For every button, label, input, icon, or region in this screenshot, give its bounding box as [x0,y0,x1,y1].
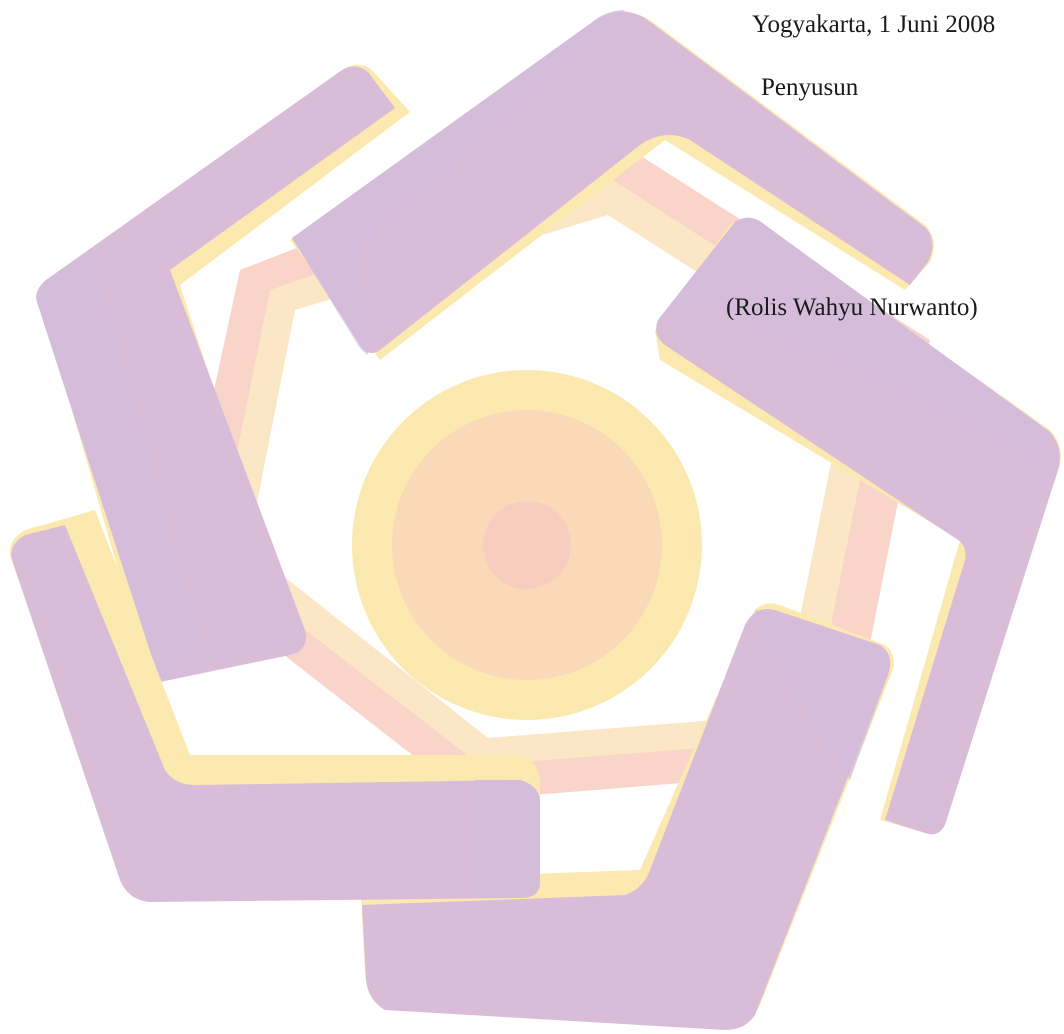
arm-top [290,10,934,360]
signature-name: (Rolis Wahyu Nurwanto) [726,294,978,321]
arm-bottom-left [9,510,540,902]
arm-top-left [36,64,410,682]
signature-role: Penyusun [761,74,859,101]
arm-right [655,217,1061,835]
center-circle [352,370,702,720]
signature-place-date: Yogyakarta, 1 Juni 2008 [752,11,996,38]
arm-bottom-right [360,603,894,1030]
